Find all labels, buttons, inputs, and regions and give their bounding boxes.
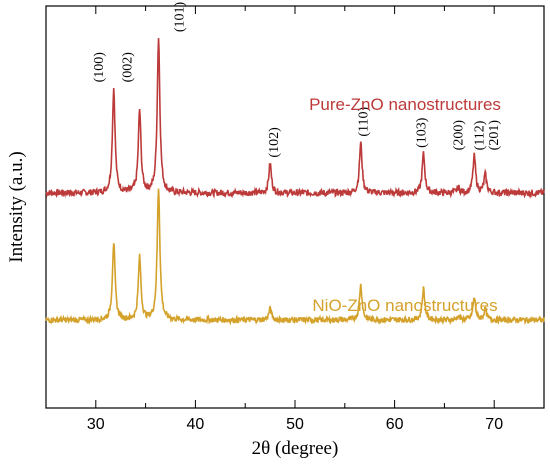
x-tick-label: 70 bbox=[485, 416, 503, 433]
x-tick-label: 50 bbox=[286, 416, 304, 433]
peak-label: (103) bbox=[414, 117, 429, 148]
x-tick-label: 40 bbox=[187, 416, 205, 433]
peak-label: (201) bbox=[487, 120, 502, 151]
peak-label: (200) bbox=[451, 120, 466, 151]
peak-label: (100) bbox=[92, 52, 107, 83]
series-line-1 bbox=[45, 188, 545, 326]
peak-label: (102) bbox=[267, 127, 282, 158]
x-tick-label: 60 bbox=[386, 416, 404, 433]
series-traces bbox=[45, 38, 545, 326]
x-axis-ticks: 30 40 50 60 70 bbox=[45, 6, 545, 433]
peak-label: (002) bbox=[121, 52, 136, 83]
series-label-1: NiO-ZnO nanostructures bbox=[312, 296, 497, 315]
plot-frame bbox=[45, 5, 545, 409]
peak-label: (110) bbox=[357, 107, 372, 137]
peak-labels: (100) (002) (101) (102) (110) (103) (200) (112)… bbox=[92, 1, 502, 157]
series-label-0: Pure-ZnO nanostructures bbox=[309, 95, 501, 114]
peak-label: (101) bbox=[172, 1, 187, 32]
peak-label: (112) bbox=[472, 120, 487, 150]
y-axis-title: Intensity (a.u.) bbox=[6, 151, 27, 262]
series-line-0 bbox=[45, 38, 545, 200]
x-tick-label: 30 bbox=[87, 416, 105, 433]
x-axis-title: 2θ (degree) bbox=[252, 438, 339, 459]
series-labels: Pure-ZnO nanostructures NiO-ZnO nanostruc… bbox=[309, 95, 501, 315]
